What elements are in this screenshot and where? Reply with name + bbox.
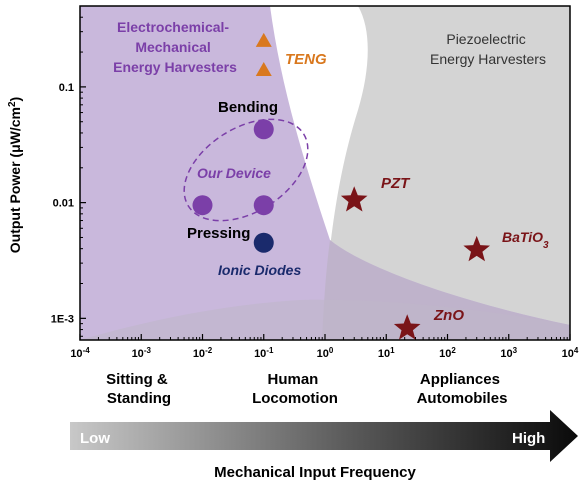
arrow-low-label: Low <box>80 430 110 447</box>
x-tick-label: 10-4 <box>70 346 90 361</box>
electrochemical-title: Electrochemical- Mechanical Energy Harve… <box>113 19 237 75</box>
x-tick-label: 10-1 <box>254 346 274 361</box>
ionic-diodes-label: Ionic Diodes <box>218 262 301 278</box>
x-tick-label: 10-2 <box>193 346 213 361</box>
y-axis-label: Output Power (μW/cm2) <box>7 97 24 253</box>
y-tick-label: 0.01 <box>53 198 74 210</box>
frequency-arrow <box>70 410 578 462</box>
x-tick-label: 100 <box>317 346 334 361</box>
teng-label: TENG <box>285 51 327 68</box>
batio3-point <box>463 235 490 262</box>
teng-point <box>255 32 272 47</box>
x-tick-label: 103 <box>500 346 517 361</box>
y-ticks: 1E-3 0.01 0.1 <box>51 5 86 337</box>
x-tick-label: 101 <box>378 346 395 361</box>
our-device-ellipse <box>183 118 309 222</box>
category-human: Human Locomotion <box>252 371 338 407</box>
bottom-band <box>80 299 570 340</box>
zno-point <box>393 314 421 340</box>
arrow-high-label: High <box>512 430 545 447</box>
piezoelectric-region <box>322 6 570 340</box>
y-tick-label: 1E-3 <box>51 313 74 325</box>
our-device-point <box>192 195 213 216</box>
piezoelectric-title: Piezoelectric Energy Harvesters <box>430 31 546 67</box>
x-tick-label: 102 <box>439 346 456 361</box>
pzt-point <box>340 186 368 212</box>
our-device-label: Our Device <box>197 165 271 181</box>
x-axis-label: Mechanical Input Frequency <box>214 464 416 481</box>
our-device-point <box>253 195 274 216</box>
zno-label: ZnO <box>433 307 464 324</box>
teng-point <box>255 61 272 76</box>
x-tick-label: 104 <box>562 346 579 361</box>
y-tick-label: 0.1 <box>59 82 74 94</box>
x-tick-label: 10-3 <box>132 346 152 361</box>
pressing-label: Pressing <box>187 225 250 242</box>
bending-label: Bending <box>218 99 278 116</box>
ionic-diodes-point <box>253 232 274 253</box>
data-markers <box>192 32 490 340</box>
our-device-point <box>253 119 274 140</box>
category-appliances: Appliances Automobiles <box>417 371 508 407</box>
pzt-label: PZT <box>381 175 411 192</box>
category-sitting: Sitting & Standing <box>106 371 172 407</box>
batio3-label: BaTiO3 <box>502 229 549 251</box>
electrochemical-region <box>80 6 570 340</box>
x-ticks: 10-4 10-3 10-2 10-1 100 101 102 103 104 <box>70 334 579 360</box>
